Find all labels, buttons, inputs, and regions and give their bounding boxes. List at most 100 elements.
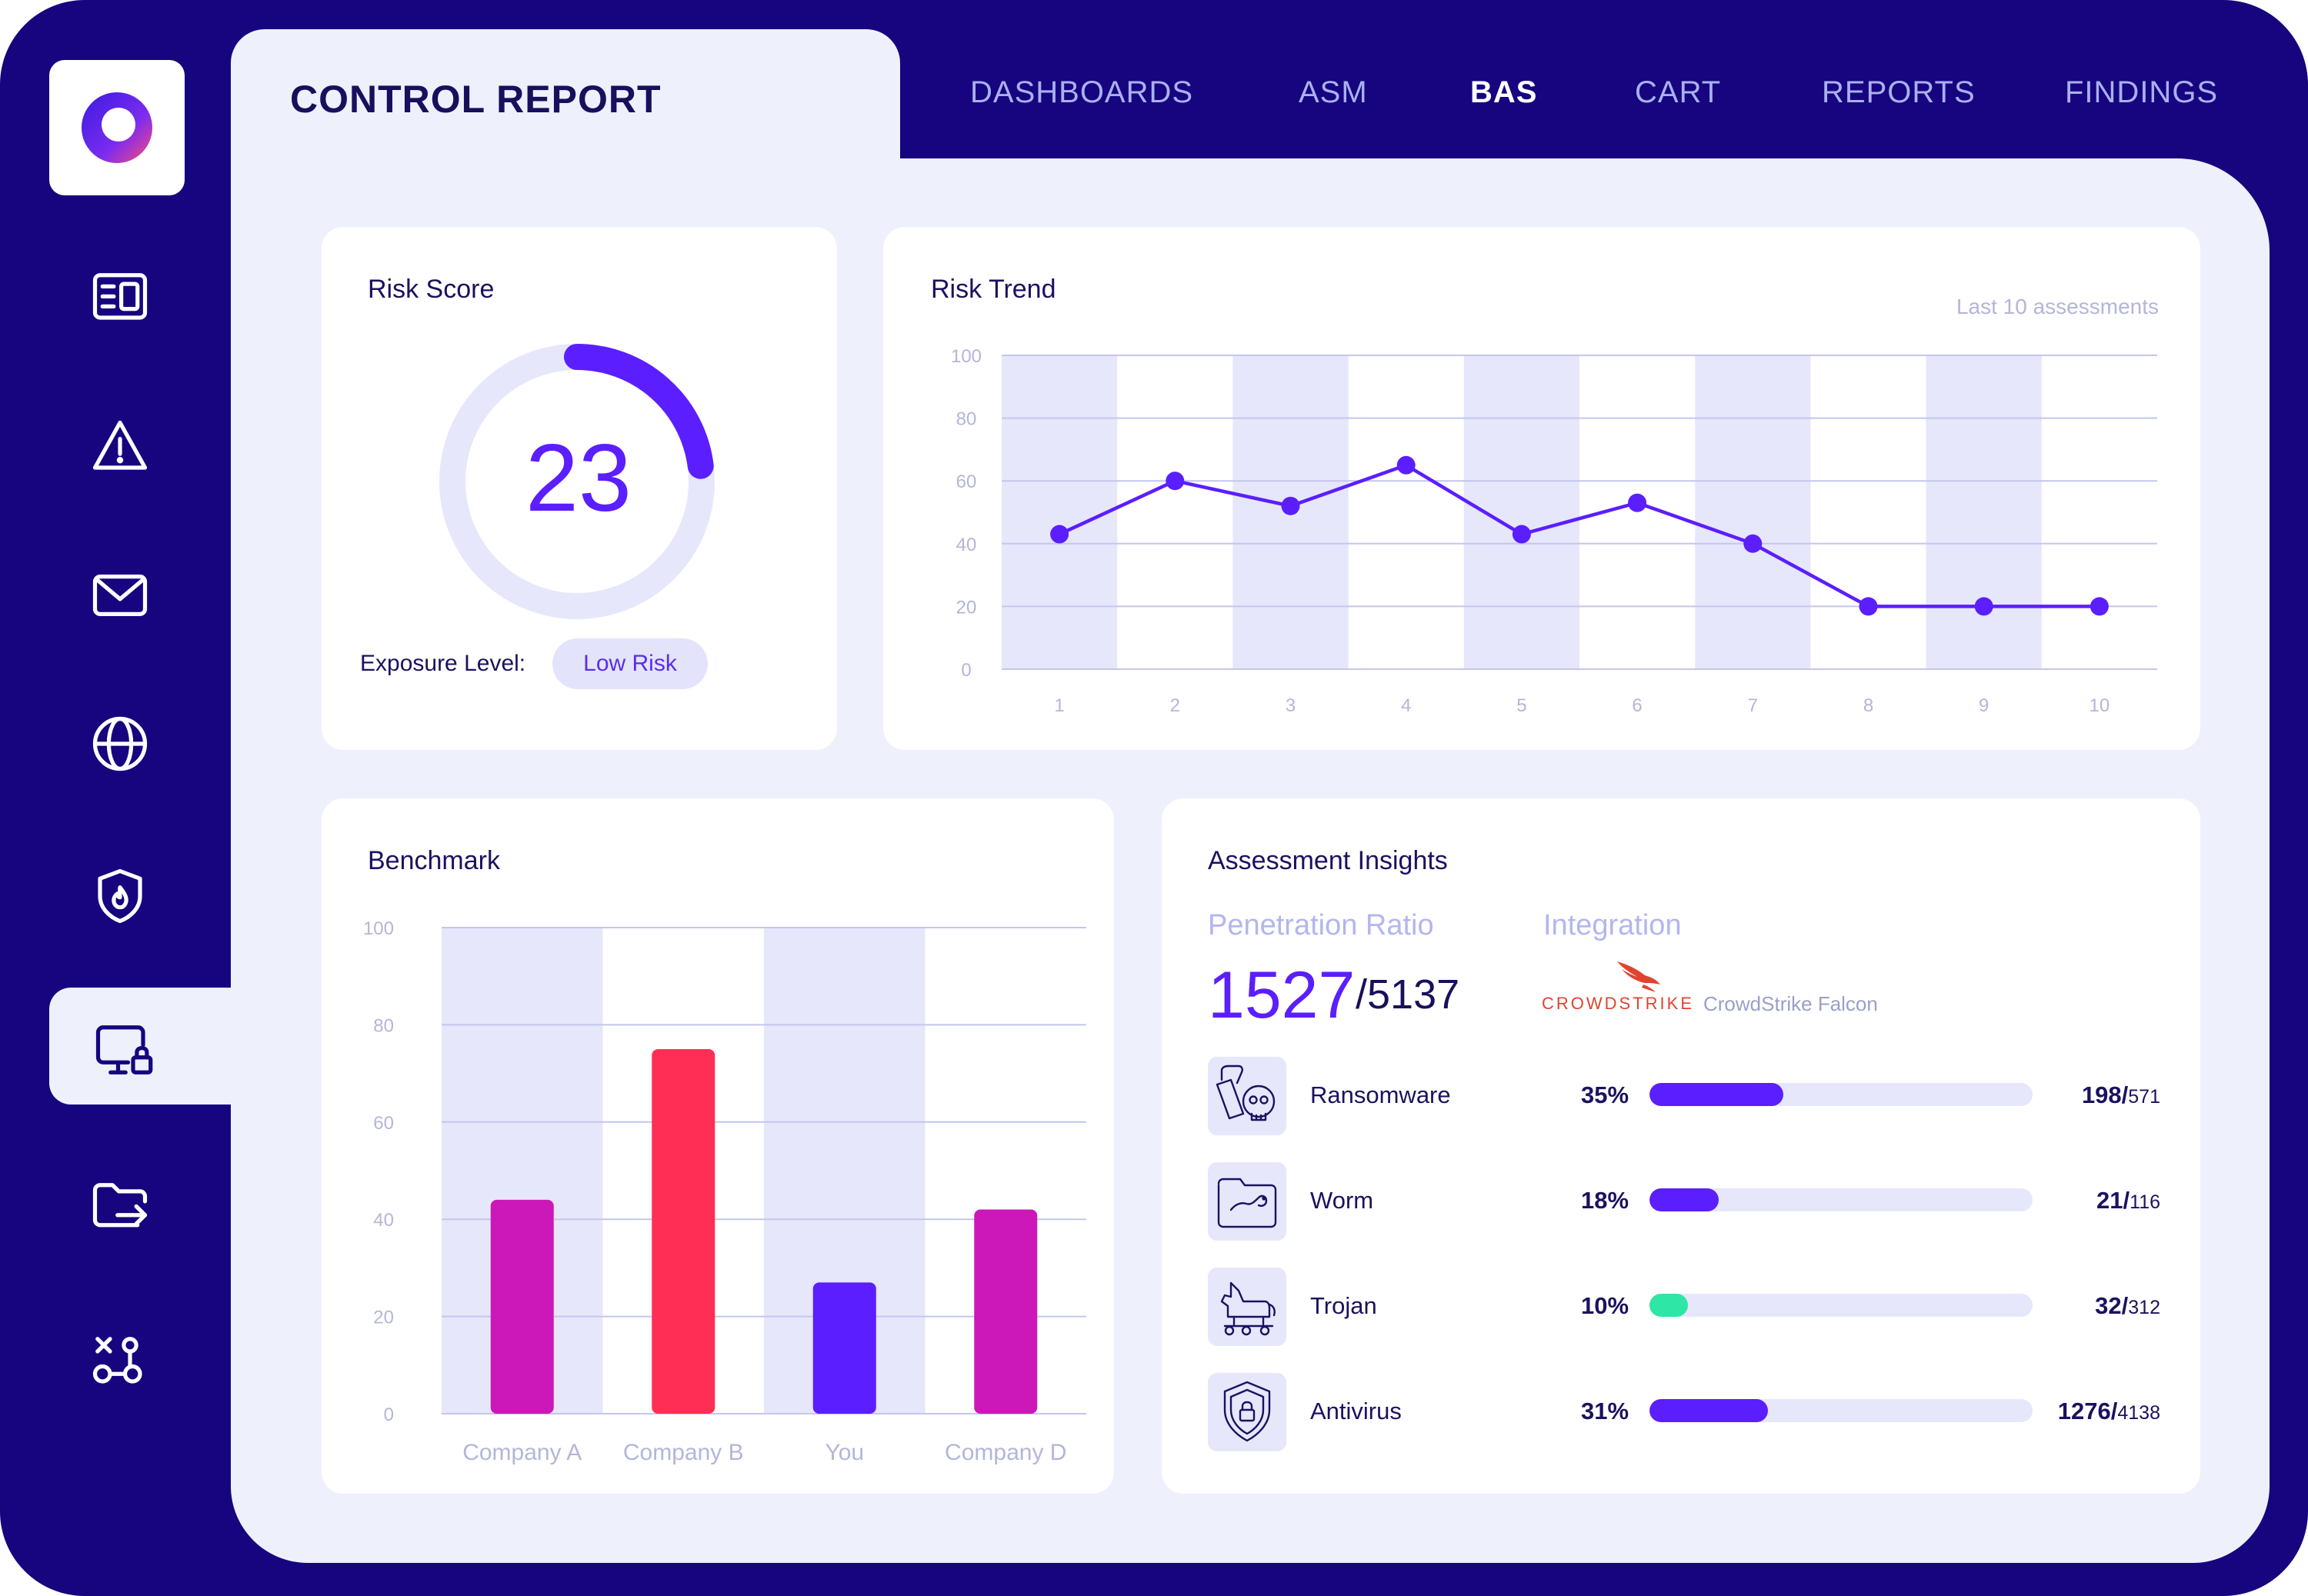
threat-count-value: 21/ [2096, 1187, 2130, 1214]
trend-band [1463, 355, 1579, 669]
threat-percent: 31% [1581, 1398, 1629, 1424]
workflow-icon [92, 1337, 142, 1384]
sidebar-item-workflow[interactable] [80, 1321, 160, 1401]
threat-count-value: 32/ [2095, 1292, 2129, 1319]
bench-y-tick-label: 20 [373, 1308, 394, 1328]
logo-icon [82, 92, 152, 163]
threat-count: 21/116 [2096, 1187, 2160, 1214]
trend-x-tick-label: 7 [1748, 695, 1758, 716]
benchmark-title: Benchmark [368, 846, 500, 875]
threat-count-value: 1276/ [2057, 1398, 2118, 1424]
tab-findings[interactable]: FINDINGS [2065, 75, 2219, 109]
threat-count: 1276/4138 [2058, 1398, 2160, 1425]
threat-count-total: 571 [2128, 1086, 2160, 1108]
trend-point [1166, 471, 1185, 491]
trend-x-tick-label: 3 [1286, 695, 1296, 716]
exposure-level-label: Exposure Level: [360, 651, 526, 676]
trend-y-tick-label: 20 [956, 597, 977, 618]
warning-icon [92, 420, 148, 470]
trend-point [1512, 525, 1531, 544]
trend-y-tick-label: 40 [956, 535, 977, 555]
risk-score-title: Risk Score [368, 275, 495, 304]
dashboard-panel-icon [92, 273, 148, 320]
risk-trend-subtitle: Last 10 assessments [1956, 295, 2159, 318]
bench-x-tick-label: You [825, 1440, 864, 1465]
sidebar-item-mail[interactable] [80, 555, 160, 635]
panel-connector [231, 988, 277, 1105]
trend-y-tick-label: 60 [956, 471, 977, 492]
trend-band [1002, 355, 1118, 669]
trend-point [1743, 534, 1763, 553]
bench-y-tick-label: 80 [373, 1015, 394, 1036]
threat-name: Trojan [1310, 1292, 1377, 1319]
bench-y-tick-label: 100 [363, 918, 394, 939]
sidebar-item-dashboard[interactable] [80, 258, 160, 338]
sidebar-item-export[interactable] [80, 1168, 160, 1248]
bench-x-tick-label: Company A [462, 1440, 582, 1465]
tab-asm[interactable]: ASM [1299, 75, 1368, 109]
antivirus-shield-icon [1223, 1381, 1271, 1442]
globe-icon [92, 716, 148, 771]
sidebar-item-web[interactable] [80, 704, 160, 784]
trend-x-tick-label: 6 [1632, 695, 1642, 716]
risk-trend-title: Risk Trend [931, 275, 1056, 304]
trojan-horse-icon [1220, 1281, 1276, 1336]
trend-x-tick-label: 9 [1979, 695, 1989, 716]
trend-y-tick-label: 100 [951, 346, 982, 367]
bench-bar [812, 1282, 876, 1414]
monitor-lock-icon [95, 1025, 153, 1075]
sidebar-item-alerts[interactable] [80, 408, 160, 488]
bench-bar [490, 1199, 554, 1414]
threat-name: Worm [1310, 1187, 1374, 1214]
threat-progress-fill [1649, 1399, 1769, 1422]
sidebar-item-protection[interactable] [80, 856, 160, 936]
threat-percent: 18% [1581, 1187, 1629, 1214]
threat-count-value: 198/ [2081, 1081, 2129, 1108]
tab-dashboards[interactable]: DASHBOARDS [970, 75, 1194, 109]
bench-y-tick-label: 60 [373, 1113, 394, 1134]
insights-title: Assessment Insights [1208, 846, 1448, 875]
threat-progress-bar [1649, 1399, 2033, 1422]
trend-point [2090, 597, 2109, 616]
crowdstrike-falcon-icon [1617, 961, 1660, 992]
mail-icon [92, 575, 148, 616]
penetration-total: /5137 [1356, 971, 1460, 1018]
tab-reports[interactable]: REPORTS [1822, 75, 1976, 109]
trend-point [1050, 525, 1069, 544]
integration-name[interactable]: CrowdStrike Falcon [1703, 992, 1878, 1015]
threat-icon-box [1208, 1268, 1286, 1346]
trend-point [1281, 496, 1300, 515]
threat-percent: 35% [1581, 1081, 1629, 1108]
risk-score-value: 23 [525, 425, 632, 531]
threat-count: 32/312 [2095, 1292, 2160, 1320]
sidebar-active-highlight [49, 988, 249, 1105]
risk-score-gauge: 23 [439, 344, 715, 619]
tab-cart[interactable]: CART [1635, 75, 1722, 109]
trend-y-tick-label: 0 [961, 660, 971, 681]
integration-label: Integration [1543, 909, 1682, 941]
threat-progress-fill [1649, 1294, 1688, 1317]
bench-x-tick-label: Company D [945, 1440, 1066, 1465]
insights-card [1162, 798, 2200, 1494]
threat-percent: 10% [1581, 1292, 1629, 1319]
integration-brand: CROWDSTRIKE [1542, 994, 1694, 1013]
threat-count: 198/571 [2082, 1081, 2160, 1109]
threat-count-total: 116 [2130, 1191, 2160, 1213]
benchmark-chart: 0 20 40 60 80 100 Company A Company B You Company… [363, 918, 1086, 1465]
logo[interactable] [49, 60, 185, 195]
sidebar-item-bas[interactable] [83, 1010, 163, 1090]
penetration-value: 1527 [1208, 958, 1356, 1032]
trend-x-tick-label: 5 [1516, 695, 1526, 716]
trend-x-tick-label: 2 [1170, 695, 1180, 716]
threat-icon-box [1208, 1373, 1286, 1451]
trend-band [1695, 355, 1811, 669]
threat-progress-bar [1649, 1294, 2033, 1317]
risk-trend-chart: 0 20 40 60 80 100 1 2 3 4 5 6 7 8 9 10 [951, 346, 2157, 716]
trend-y-tick-label: 80 [956, 409, 977, 430]
tab-bas[interactable]: BAS [1470, 75, 1538, 109]
threat-progress-fill [1649, 1188, 1719, 1211]
threat-name: Ransomware [1310, 1081, 1451, 1108]
trend-x-tick-label: 8 [1863, 695, 1873, 716]
bench-bar [652, 1049, 715, 1414]
threat-progress-bar [1649, 1188, 2033, 1211]
